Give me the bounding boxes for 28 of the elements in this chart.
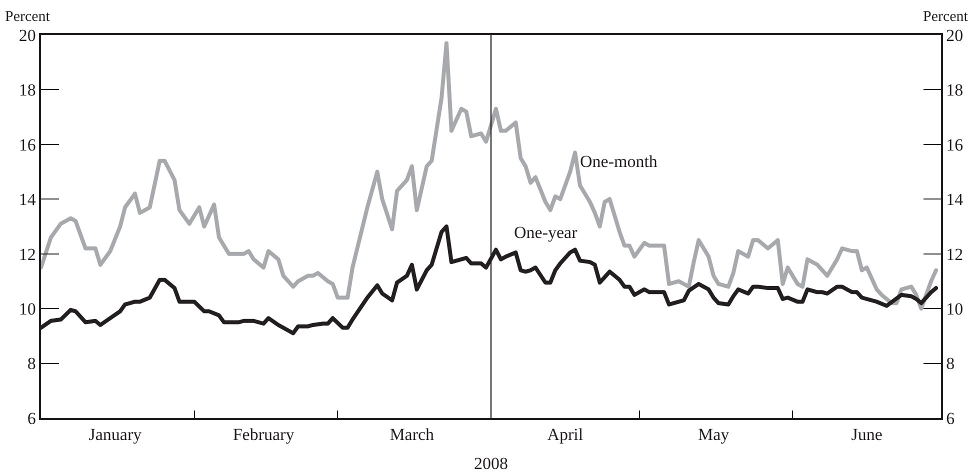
x-tick-label: May (698, 425, 730, 444)
x-tick-label: January (88, 425, 142, 444)
y-tick-label: 10 (18, 300, 36, 319)
y-tick-label: 16 (18, 135, 36, 154)
y-tick-label: 6 (27, 408, 36, 428)
y2-tick-label: 10 (946, 300, 964, 319)
x-axis-title: 2008 (474, 454, 508, 473)
y2-tick-label: 6 (946, 408, 955, 428)
y-tick-label: 14 (18, 190, 36, 210)
y2-tick-label: 18 (946, 80, 964, 100)
x-tick-label: March (390, 425, 435, 444)
y-tick-label: 12 (18, 244, 36, 264)
line-series (41, 41, 938, 311)
series-label: One-year (514, 223, 578, 242)
y2-axis-title: Percent (923, 9, 969, 25)
x-tick-label: June (851, 425, 882, 444)
y2-tick-label: 12 (946, 244, 964, 264)
x-tick-label: April (547, 425, 584, 444)
y-axis-title: Percent (5, 9, 51, 25)
y2-tick-label: 20 (946, 26, 964, 45)
y2-tick-label: 8 (946, 354, 955, 374)
y-tick-label: 8 (27, 354, 36, 374)
y2-tick-label: 14 (946, 190, 964, 210)
x-tick-label: February (232, 425, 295, 444)
y2-tick-label: 16 (946, 135, 964, 154)
series-label: One-month (580, 152, 658, 171)
y-tick-label: 18 (18, 80, 36, 100)
y-tick-label: 20 (18, 26, 36, 45)
